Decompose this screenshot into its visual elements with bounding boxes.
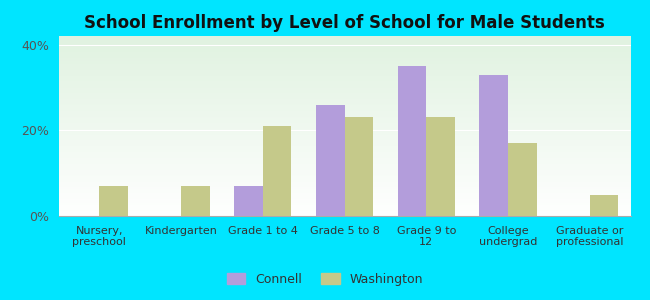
Bar <box>263 126 291 216</box>
Bar <box>508 143 536 216</box>
Bar <box>316 105 344 216</box>
Bar <box>234 186 263 216</box>
Bar <box>426 117 455 216</box>
Bar <box>181 186 210 216</box>
Bar <box>398 66 426 216</box>
Bar <box>99 186 128 216</box>
Bar <box>479 75 508 216</box>
Bar <box>590 195 618 216</box>
Legend: Connell, Washington: Connell, Washington <box>222 268 428 291</box>
Title: School Enrollment by Level of School for Male Students: School Enrollment by Level of School for… <box>84 14 605 32</box>
Bar <box>344 117 373 216</box>
